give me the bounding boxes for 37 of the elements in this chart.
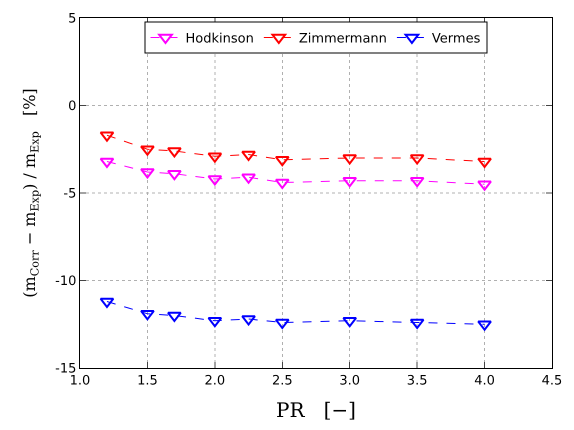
point [241,174,256,184]
point [410,318,424,329]
point [208,175,222,186]
point [100,298,114,308]
point [140,168,155,178]
point [410,177,424,188]
legend-label: Vermes [432,32,481,47]
point [167,147,182,158]
x-tick-label: 4.0 [474,374,495,389]
x-tick-label: 1.5 [137,374,158,389]
point [208,317,222,328]
point [140,310,155,320]
point [100,158,114,168]
point [167,170,182,180]
legend-label: Hodkinson [186,32,254,47]
x-tick-label: 2.5 [272,374,293,389]
x-tick-label: 1.0 [70,374,90,389]
y-tick-label: 0 [68,99,76,114]
legend-label: Zimmermann [298,32,387,47]
point [241,315,256,326]
y-tick-label: -10 [55,274,76,290]
x-tick-label: 3.5 [406,374,428,389]
point [167,312,182,322]
x-tick-label: 2.0 [204,374,226,389]
x-tick-label: 3.0 [339,374,360,389]
point [477,320,492,331]
point [477,158,492,168]
point [477,180,492,191]
x-tick-label: 4.5 [542,374,562,389]
point [208,152,222,163]
y-tick-label: 5 [68,12,76,27]
y-tick-label: -5 [63,186,76,202]
x-axis-title: PR [−] [276,398,356,422]
point [241,150,256,161]
point [100,132,114,142]
point [140,146,155,156]
point [410,154,424,164]
